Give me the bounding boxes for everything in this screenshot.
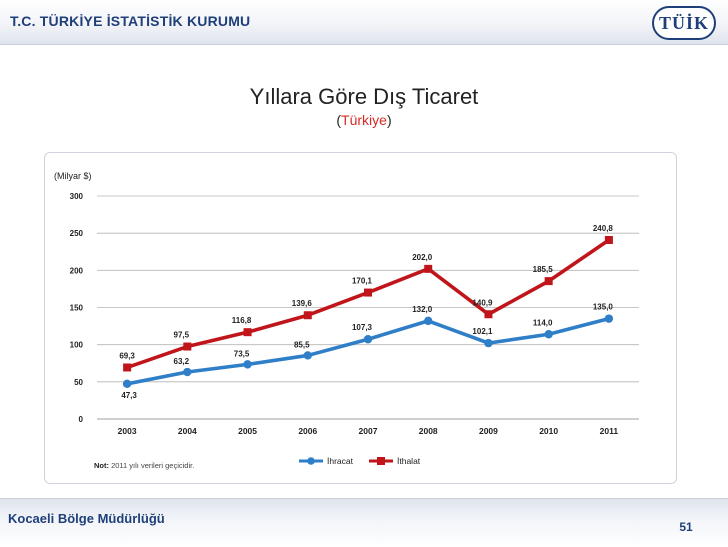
data-point — [604, 236, 613, 245]
trade-line-chart: 0 50 100 150 200 250 300 2003 2004 2005 2006 2007 20… — [54, 171, 639, 470]
data-label: 47,3 — [121, 391, 137, 400]
subtitle-open-paren: ( — [336, 112, 342, 128]
legend-marker — [307, 457, 315, 465]
slide-subtitle: (Türkiye) — [0, 112, 728, 128]
data-label: 73,5 — [234, 349, 250, 358]
data-point — [122, 379, 132, 389]
y-tick-label: 200 — [70, 266, 84, 275]
x-tick-label: 2005 — [238, 426, 257, 436]
data-label: 140,9 — [472, 298, 493, 307]
top-banner: T.C. TÜRKİYE İSTATİSTİK KURUMU TÜİK — [0, 0, 728, 45]
data-point — [544, 277, 553, 286]
data-label: 135,0 — [593, 303, 614, 312]
y-tick-label: 0 — [79, 415, 84, 424]
x-tick-label: 2003 — [118, 426, 137, 436]
y-tick-label: 50 — [74, 378, 83, 387]
y-axis-label: (Milyar $) — [54, 171, 92, 181]
note-label: Not: — [94, 461, 109, 470]
data-label: 185,5 — [533, 265, 554, 274]
data-point — [544, 330, 553, 339]
x-tick-label: 2004 — [178, 426, 197, 436]
data-point — [303, 351, 312, 360]
data-label: 69,3 — [119, 351, 135, 360]
office-name: Kocaeli Bölge Müdürlüğü — [8, 511, 165, 526]
data-label: 139,6 — [292, 299, 313, 308]
data-point — [183, 342, 192, 351]
subtitle-country: Türkiye — [341, 112, 387, 128]
y-tick-label: 100 — [70, 341, 84, 350]
data-label: 202,0 — [412, 253, 433, 262]
data-label: 85,5 — [294, 340, 310, 349]
tuik-logo: TÜİK — [652, 6, 716, 40]
x-tick-label: 2007 — [359, 426, 378, 436]
x-tick-label: 2009 — [479, 426, 498, 436]
legend-label: İthalat — [397, 456, 421, 466]
data-point — [243, 328, 252, 337]
data-point — [484, 310, 493, 319]
data-label: 102,1 — [472, 327, 493, 336]
x-tick-label: 2011 — [600, 426, 619, 436]
series-line — [126, 238, 610, 370]
bottom-band — [0, 498, 728, 547]
subtitle-close-paren: ) — [386, 112, 392, 128]
data-label: 107,3 — [352, 323, 373, 332]
svg-text:Not: 2011 yılı verileri geçici: Not: 2011 yılı verileri geçicidir. — [94, 461, 194, 470]
y-tick-label: 250 — [70, 229, 84, 238]
y-tick-label: 300 — [70, 192, 84, 201]
note-text: 2011 yılı verileri geçicidir. — [109, 461, 194, 470]
legend-marker — [377, 457, 385, 465]
legend-label: İhracat — [327, 456, 354, 466]
data-point — [364, 288, 372, 297]
x-tick-label: 2010 — [539, 426, 558, 436]
data-label: 132,0 — [412, 305, 433, 314]
data-point — [123, 363, 132, 372]
data-label: 116,8 — [232, 316, 252, 325]
data-point — [424, 316, 433, 326]
data-point — [604, 314, 614, 323]
data-point — [424, 264, 433, 273]
page-number: 51 — [679, 520, 693, 534]
data-label: 170,1 — [352, 277, 373, 286]
logo-text: TÜİK — [658, 12, 709, 33]
y-tick-label: 150 — [70, 304, 84, 313]
chart-note: Not: 2011 yılı verileri geçicidir. — [94, 461, 194, 470]
data-point — [243, 360, 252, 369]
data-point — [363, 335, 373, 344]
data-label: 240,8 — [593, 224, 614, 233]
data-point — [183, 367, 192, 377]
data-point — [484, 338, 493, 348]
x-tick-label: 2008 — [419, 426, 438, 436]
data-label: 63,2 — [174, 357, 190, 366]
x-tick-label: 2006 — [298, 426, 317, 436]
organization-name: T.C. TÜRKİYE İSTATİSTİK KURUMU — [10, 13, 251, 29]
chart-frame — [44, 152, 677, 484]
data-label: 97,5 — [174, 331, 190, 340]
data-label: 114,0 — [533, 318, 553, 327]
data-point — [303, 311, 312, 320]
slide-title: Yıllara Göre Dış Ticaret — [249, 84, 479, 109]
